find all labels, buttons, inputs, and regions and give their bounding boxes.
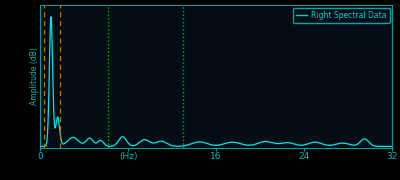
- Legend: Right Spectral Data: Right Spectral Data: [293, 8, 390, 23]
- Y-axis label: Amplitude (dB): Amplitude (dB): [30, 48, 39, 105]
